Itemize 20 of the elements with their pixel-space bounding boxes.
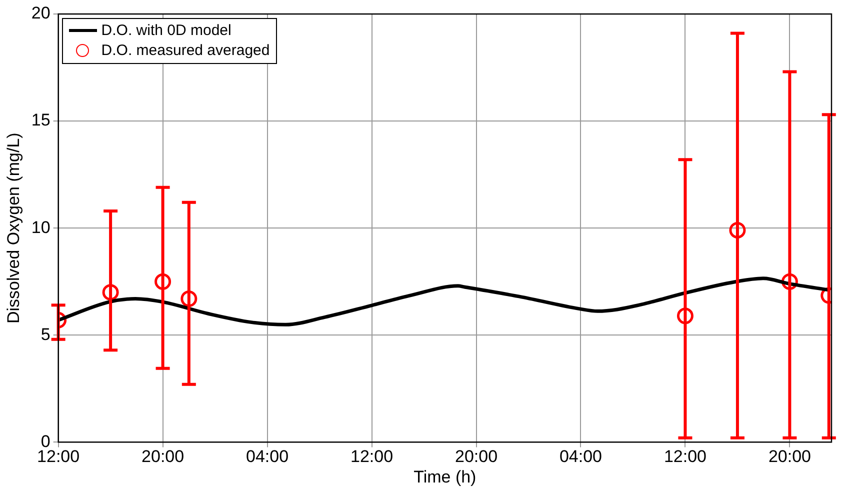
x-tick-label: 20:00: [768, 447, 811, 466]
point: [676, 308, 694, 324]
x-tick-label: 04:00: [559, 447, 602, 466]
y-tick-label: 15: [31, 110, 50, 130]
y-tick-label: 5: [40, 324, 50, 344]
legend-label: D.O. with 0D model: [101, 21, 232, 41]
x-axis-title: Time (h): [414, 467, 476, 486]
point: [154, 273, 172, 290]
legend-label: D.O. measured averaged: [101, 41, 270, 61]
x-tick-label: 12:00: [350, 447, 394, 466]
y-tick-label: 10: [31, 218, 50, 237]
point: [729, 222, 746, 238]
x-tick-label: 20:00: [454, 447, 498, 466]
x-tick-label: 20:00: [142, 447, 184, 466]
y-tick-label: 20: [31, 4, 50, 23]
point: [102, 284, 119, 301]
x-tick-label: 04:00: [246, 447, 289, 466]
point: [180, 290, 198, 308]
y-axis-title: Dissolved Oxygen (mg/L): [4, 132, 23, 324]
x-tick-label: 12:00: [664, 447, 706, 466]
